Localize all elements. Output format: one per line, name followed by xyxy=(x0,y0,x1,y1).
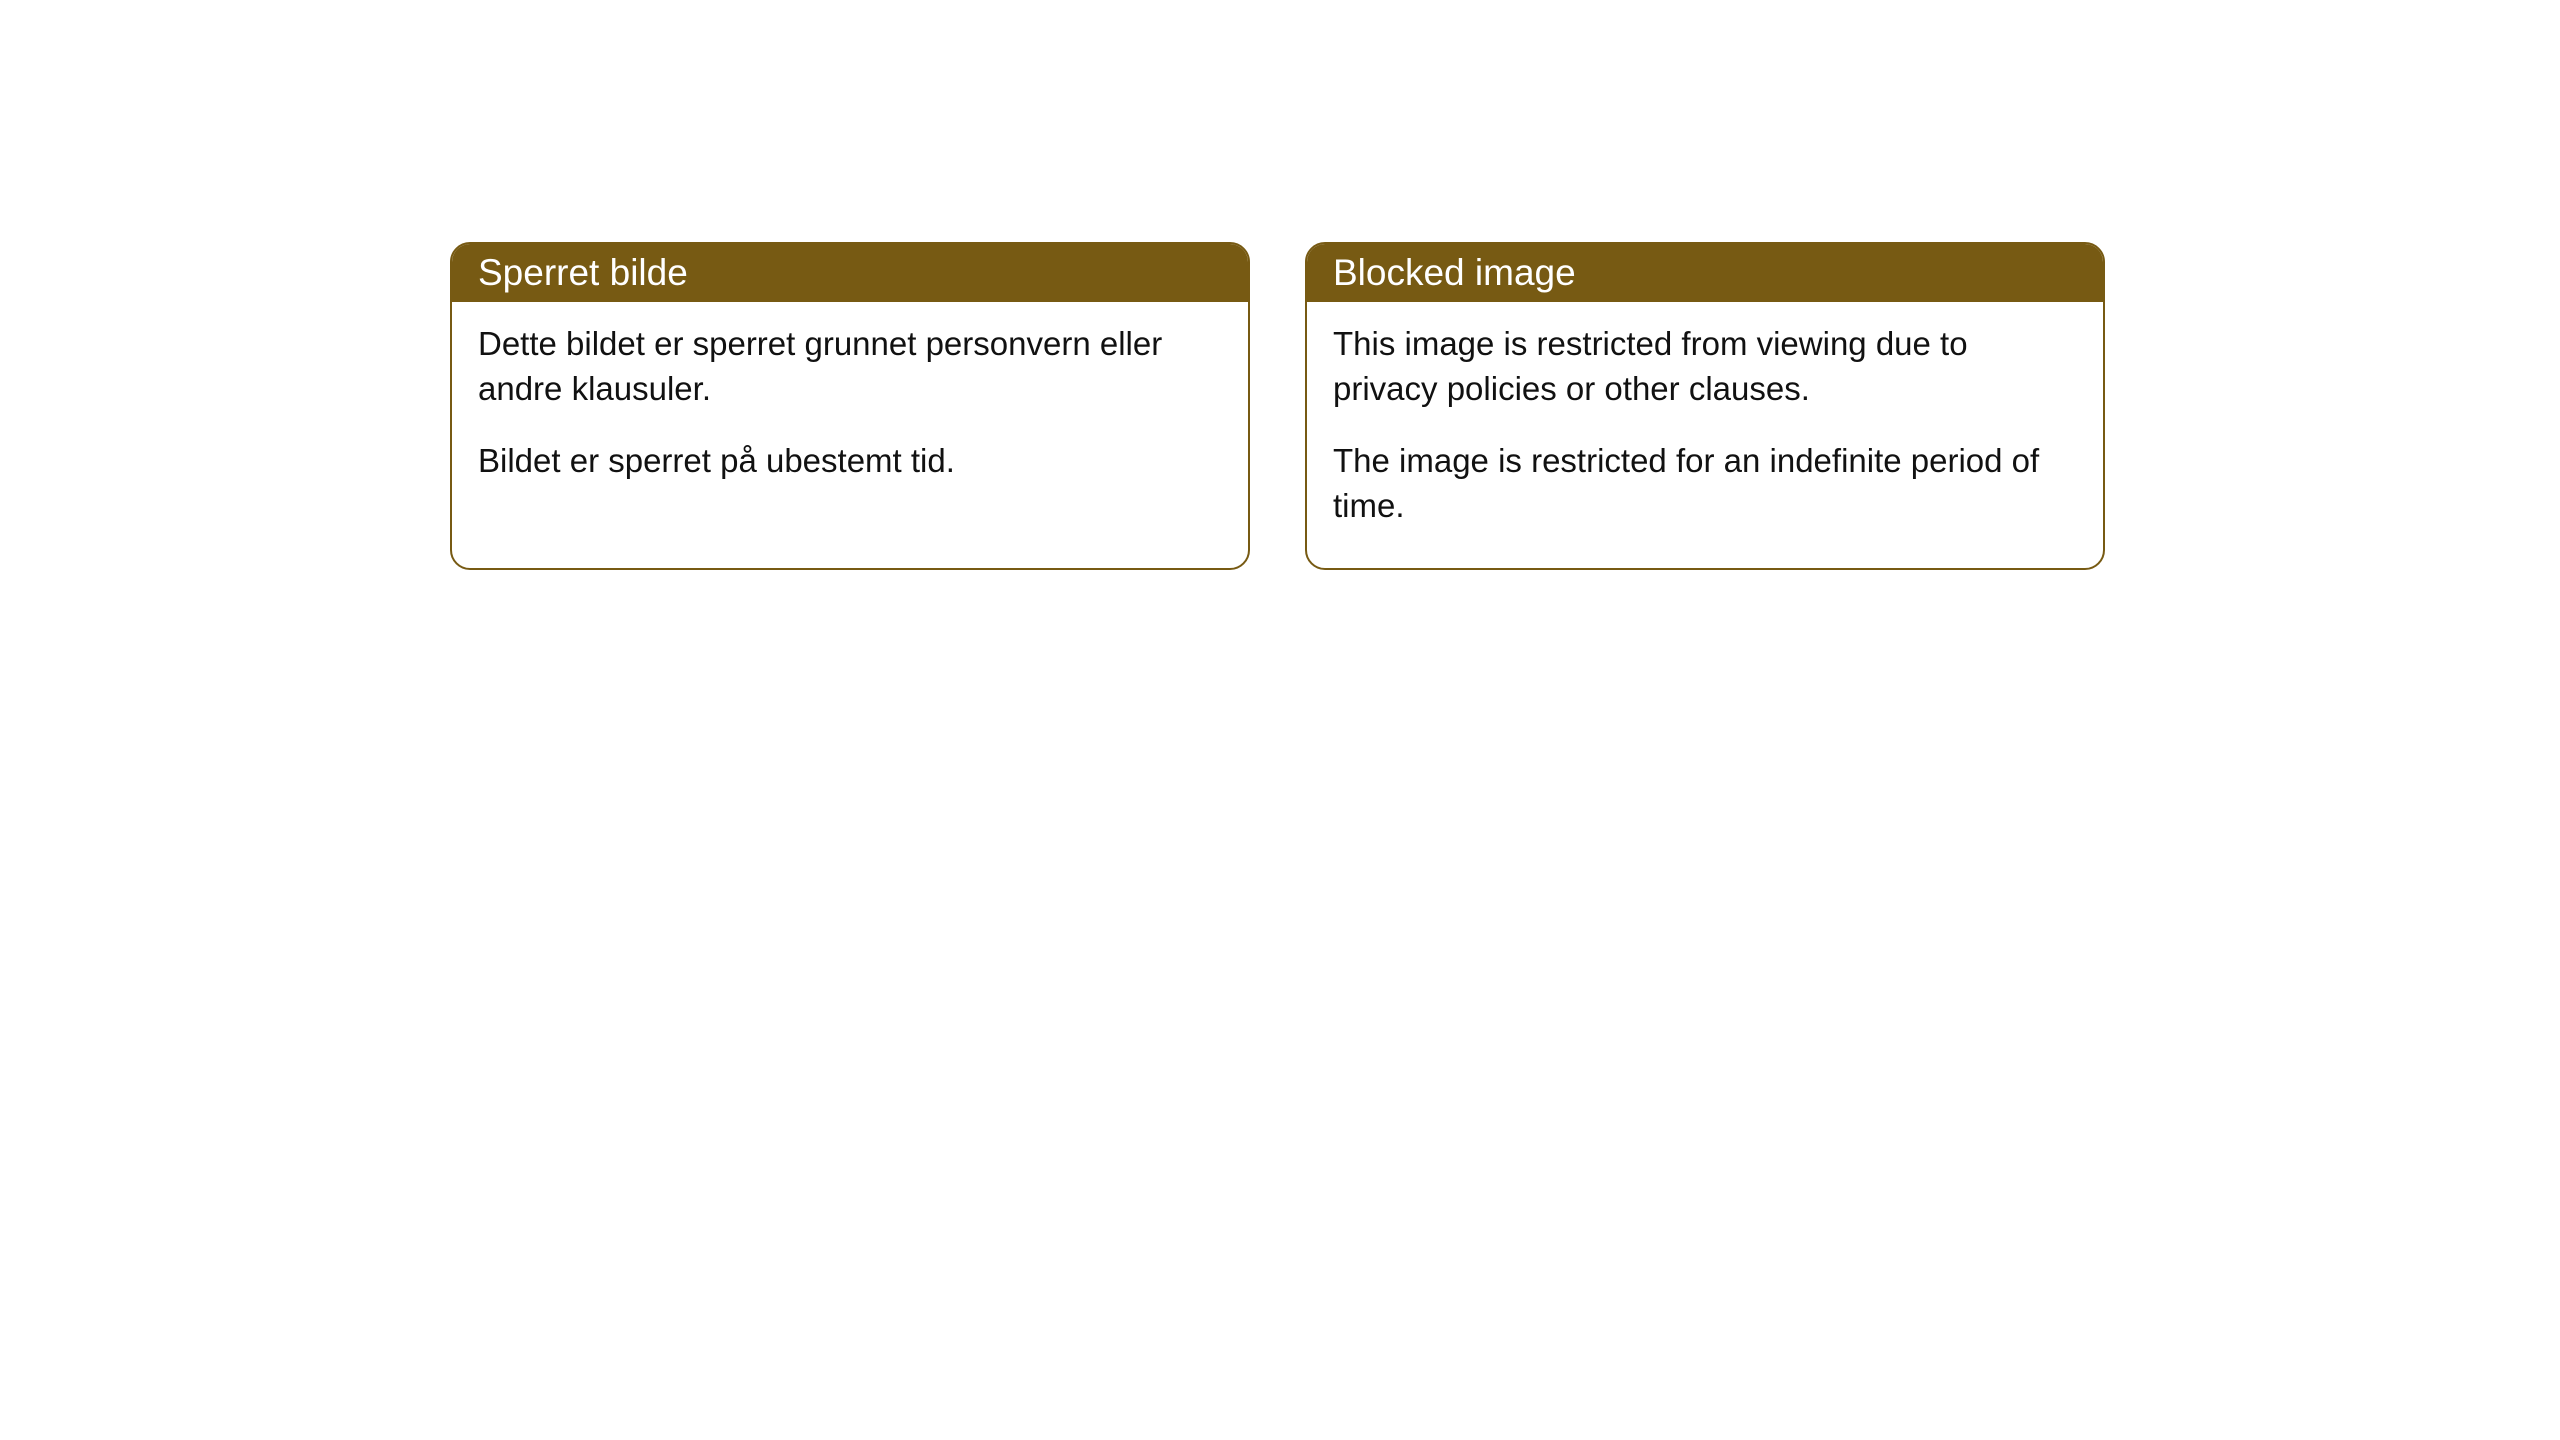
card-body-english: This image is restricted from viewing du… xyxy=(1307,302,2103,568)
card-title-english: Blocked image xyxy=(1333,252,1576,293)
card-body-norwegian: Dette bildet er sperret grunnet personve… xyxy=(452,302,1248,524)
card-text-norwegian-1: Dette bildet er sperret grunnet personve… xyxy=(478,322,1222,411)
blocked-image-card-english: Blocked image This image is restricted f… xyxy=(1305,242,2105,570)
card-header-norwegian: Sperret bilde xyxy=(452,244,1248,302)
notice-cards-container: Sperret bilde Dette bildet er sperret gr… xyxy=(0,0,2560,570)
card-header-english: Blocked image xyxy=(1307,244,2103,302)
card-text-norwegian-2: Bildet er sperret på ubestemt tid. xyxy=(478,439,1222,484)
card-text-english-1: This image is restricted from viewing du… xyxy=(1333,322,2077,411)
card-title-norwegian: Sperret bilde xyxy=(478,252,688,293)
blocked-image-card-norwegian: Sperret bilde Dette bildet er sperret gr… xyxy=(450,242,1250,570)
card-text-english-2: The image is restricted for an indefinit… xyxy=(1333,439,2077,528)
